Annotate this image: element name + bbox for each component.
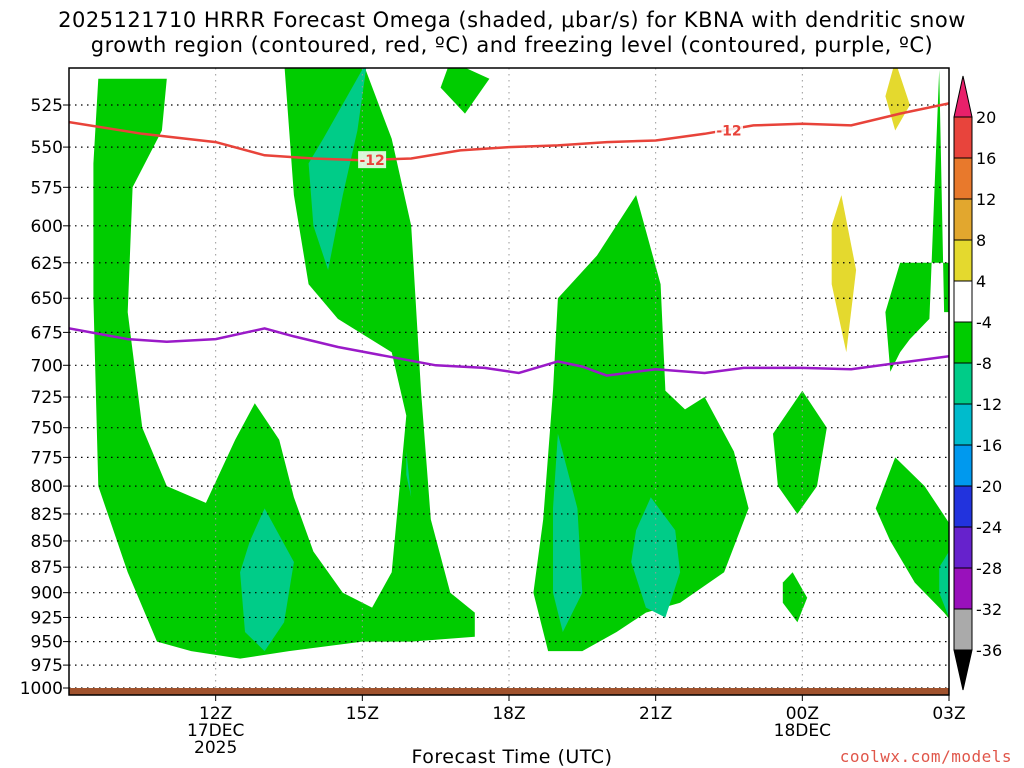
colorbar-top-arrow bbox=[953, 75, 973, 118]
x-tick-label-18-0: 18Z bbox=[492, 704, 525, 724]
omega-region-9 bbox=[240, 508, 294, 652]
y-tick-label-700: 700 bbox=[31, 356, 63, 376]
chart-title-line1: 2025121710 HRRR Forecast Omega (shaded, … bbox=[58, 8, 966, 32]
omega-region-12 bbox=[939, 551, 949, 618]
omega-region-7 bbox=[308, 68, 367, 270]
x-tick-label-12-0: 12Z bbox=[199, 704, 232, 724]
freezing-level-line bbox=[69, 327, 949, 377]
contour-label-bg-1 bbox=[715, 121, 743, 139]
y-tick-label-575: 575 bbox=[31, 178, 63, 198]
x-tick-label-21-0: 21Z bbox=[639, 704, 672, 724]
y-tick-label-525: 525 bbox=[31, 96, 63, 116]
contour-lines: -12 -12 bbox=[69, 102, 949, 377]
colorbar-label-3: 8 bbox=[976, 231, 986, 250]
y-tick-label-650: 650 bbox=[31, 289, 63, 309]
y-tick-label-675: 675 bbox=[31, 323, 63, 343]
colorbar-label-2: 12 bbox=[976, 190, 996, 209]
grid-lines bbox=[69, 68, 950, 695]
contour-label-0: -12 bbox=[359, 153, 384, 169]
colorbar-label-4: 4 bbox=[976, 272, 986, 291]
colorbar-bin-6 bbox=[953, 321, 973, 364]
colorbar-bin-2 bbox=[953, 157, 973, 200]
x-tick-label-24-1: 18DEC bbox=[774, 721, 831, 741]
omega-region-10 bbox=[553, 433, 583, 632]
y-tick-label-800: 800 bbox=[31, 477, 63, 497]
colorbar-bin-9 bbox=[953, 444, 973, 487]
colorbar-bin-3 bbox=[953, 198, 973, 241]
chart-title-line2: growth region (contoured, red, ºC) and f… bbox=[90, 33, 934, 57]
omega-region-16 bbox=[988, 665, 998, 688]
colorbar-bin-4 bbox=[953, 239, 973, 282]
colorbar-bin-7 bbox=[953, 362, 973, 405]
y-tick-label-850: 850 bbox=[31, 532, 63, 552]
colorbar-label-8: -16 bbox=[976, 436, 1002, 455]
y-tick-label-900: 900 bbox=[31, 584, 63, 604]
y-tick-label-925: 925 bbox=[31, 608, 63, 628]
y-tick-label-625: 625 bbox=[31, 254, 63, 274]
contour-label-bg-0 bbox=[358, 151, 387, 169]
y-tick-label-975: 975 bbox=[31, 656, 63, 676]
omega-region-5 bbox=[885, 69, 949, 372]
y-tick-label-750: 750 bbox=[31, 419, 63, 439]
colorbar-bin-13 bbox=[953, 608, 973, 651]
omega-region-4 bbox=[782, 572, 808, 623]
omega-shading bbox=[93, 68, 998, 688]
x-tick-label-12-2: 2025 bbox=[194, 738, 237, 758]
colorbar-label-12: -32 bbox=[976, 600, 1002, 619]
colorbar-label-11: -28 bbox=[976, 559, 1002, 578]
omega-region-2 bbox=[533, 195, 749, 652]
colorbar-bin-1 bbox=[953, 116, 973, 159]
credit-link[interactable]: coolwx.com/models bbox=[839, 747, 1012, 766]
colorbar-bin-10 bbox=[953, 485, 973, 528]
colorbar-bin-8 bbox=[953, 403, 973, 446]
colorbar-bin-11 bbox=[953, 526, 973, 569]
colorbar-label-1: 16 bbox=[976, 149, 996, 168]
colorbar-bin-5 bbox=[953, 280, 973, 323]
y-tick-label-1000: 1000 bbox=[20, 679, 63, 699]
x-tick-label-24-0: 00Z bbox=[786, 704, 819, 724]
colorbar-label-7: -12 bbox=[976, 395, 1002, 414]
dgz-contour-line bbox=[69, 102, 949, 162]
contour-label-1: -12 bbox=[716, 123, 741, 139]
y-axis: 525 550 575 600 625 650 675 700 725 750 775 800 825 8… bbox=[20, 96, 69, 699]
y-tick-label-725: 725 bbox=[31, 388, 63, 408]
colorbar-bottom-arrow bbox=[953, 649, 973, 691]
y-tick-label-775: 775 bbox=[31, 448, 63, 468]
colorbar-label-6: -8 bbox=[976, 354, 992, 373]
x-tick-label-27-0: 03Z bbox=[932, 704, 965, 724]
omega-region-14 bbox=[831, 195, 857, 353]
y-tick-label-600: 600 bbox=[31, 217, 63, 237]
colorbar-label-9: -20 bbox=[976, 477, 1002, 496]
y-tick-label-950: 950 bbox=[31, 633, 63, 653]
x-tick-label-15-0: 15Z bbox=[346, 704, 379, 724]
colorbar-label-0: 20 bbox=[976, 108, 996, 127]
y-tick-label-875: 875 bbox=[31, 558, 63, 578]
omega-region-3 bbox=[773, 390, 827, 514]
colorbar: 20 16 12 8 4 -4 -8 -12 -16 -20 -24 -28 -32 -36 bbox=[953, 75, 1002, 691]
omega-region-11 bbox=[631, 497, 681, 618]
omega-region-1 bbox=[440, 68, 490, 114]
omega-region-8 bbox=[406, 451, 412, 498]
colorbar-label-10: -24 bbox=[976, 518, 1002, 537]
surface-ground-bar bbox=[69, 688, 949, 695]
omega-region-13 bbox=[885, 68, 910, 131]
colorbar-label-5: -4 bbox=[976, 313, 992, 332]
x-axis-title: Forecast Time (UTC) bbox=[411, 746, 613, 768]
omega-region-0 bbox=[93, 68, 475, 659]
colorbar-label-13: -36 bbox=[976, 641, 1002, 660]
omega-region-6 bbox=[875, 457, 949, 619]
y-tick-label-550: 550 bbox=[31, 138, 63, 158]
colorbar-bin-12 bbox=[953, 567, 973, 610]
x-tick-label-12-1: 17DEC bbox=[187, 721, 244, 741]
y-tick-label-825: 825 bbox=[31, 505, 63, 525]
